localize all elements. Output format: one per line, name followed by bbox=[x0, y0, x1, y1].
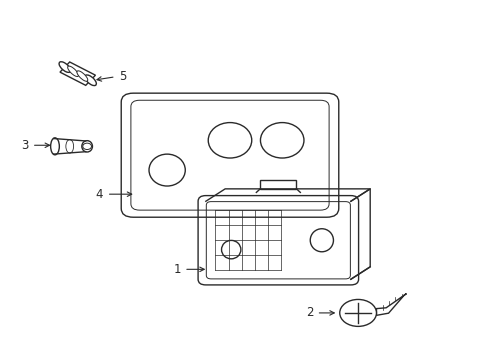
Text: 5: 5 bbox=[120, 70, 127, 83]
Ellipse shape bbox=[59, 62, 70, 72]
Polygon shape bbox=[376, 294, 406, 315]
Text: 3: 3 bbox=[21, 139, 28, 152]
Circle shape bbox=[339, 300, 376, 327]
Ellipse shape bbox=[84, 75, 96, 86]
Ellipse shape bbox=[66, 140, 74, 153]
Text: 2: 2 bbox=[305, 306, 312, 319]
Ellipse shape bbox=[81, 141, 92, 152]
Text: 4: 4 bbox=[96, 188, 103, 201]
Polygon shape bbox=[60, 62, 95, 85]
Bar bbox=[260, 180, 296, 189]
Text: 1: 1 bbox=[173, 263, 180, 276]
Ellipse shape bbox=[67, 66, 79, 77]
Ellipse shape bbox=[77, 71, 87, 81]
